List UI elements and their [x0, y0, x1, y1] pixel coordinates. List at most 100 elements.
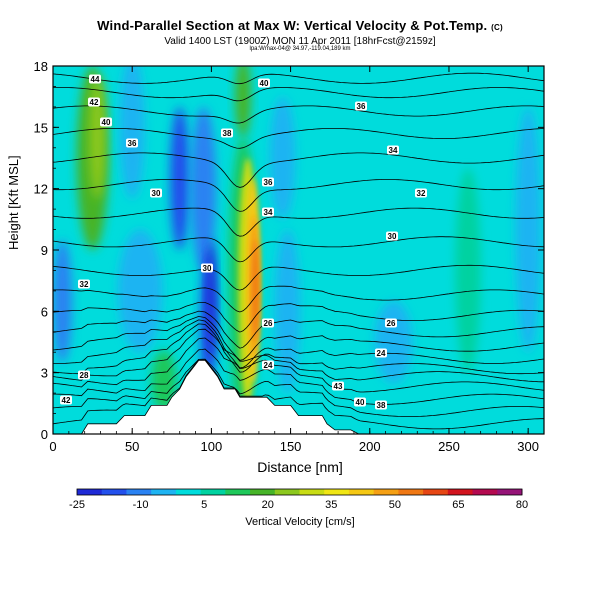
colorbar-swatch — [299, 489, 325, 495]
contour-label: 24 — [377, 349, 386, 358]
y-tick-label: 0 — [41, 427, 48, 442]
contour-label-box — [387, 145, 399, 155]
colorbar-title: Vertical Velocity [cm/s] — [245, 516, 355, 528]
colorbar-tick-label: 80 — [516, 499, 528, 511]
plot-area — [53, 66, 544, 434]
contour-label-box — [415, 188, 427, 198]
colorbar-swatch — [274, 489, 300, 495]
colorbar-swatch — [423, 489, 449, 495]
contour-label: 42 — [90, 98, 99, 107]
contour-label-box — [385, 318, 397, 328]
updraft-left-core — [89, 76, 106, 199]
downdraft-right-flank — [274, 229, 301, 394]
colorbar-swatch — [324, 489, 350, 495]
downdraft-left-edge — [53, 239, 73, 363]
colorbar-swatch — [225, 489, 251, 495]
contour-label: 36 — [357, 102, 366, 111]
copyright-mark: (C) — [491, 23, 503, 32]
contour-label-box — [89, 74, 101, 84]
colorbar-swatch — [77, 489, 103, 495]
contour-label: 38 — [377, 401, 386, 410]
colorbar-swatch — [373, 489, 399, 495]
contour-label-box — [262, 318, 274, 328]
colorbar-tick-label: 5 — [201, 499, 207, 511]
isentrope-contour-12 — [53, 236, 544, 263]
isentrope-contour-9 — [53, 302, 544, 333]
isentrope-contour-16 — [53, 128, 544, 149]
x-tick-label: 200 — [359, 439, 381, 454]
colorbar-swatch — [126, 489, 152, 495]
downdraft-right-edge — [515, 106, 541, 353]
y-tick-label: 9 — [41, 243, 48, 258]
colorbar-swatch — [151, 489, 177, 495]
colorbar-swatch — [175, 489, 202, 495]
contour-label: 30 — [388, 232, 397, 241]
contour-label-box — [355, 101, 367, 111]
x-tick-label: 150 — [280, 439, 302, 454]
contour-label-box — [332, 381, 344, 391]
x-axis-title: Distance [nm] — [257, 459, 343, 475]
contour-label-box — [262, 177, 274, 187]
y-tick-label: 3 — [41, 366, 48, 381]
contour-label-box — [100, 117, 112, 127]
x-tick-label: 0 — [49, 439, 56, 454]
colorbar-swatch — [200, 489, 226, 495]
contour-label-box — [78, 370, 90, 380]
colorbar-tick-label: -25 — [69, 499, 85, 511]
isentrope-contour-6 — [53, 319, 544, 369]
colorbar-swatch — [472, 489, 498, 495]
contour-label-box — [258, 78, 270, 88]
downdraft-upper-right — [269, 96, 296, 220]
updraft-main-peak — [252, 239, 259, 342]
contour-label-box — [386, 231, 398, 241]
contour-label: 26 — [264, 319, 273, 328]
downdraft-upper-halo — [190, 106, 217, 271]
isentrope-contour-7 — [53, 315, 544, 361]
isentrope-contour-14 — [53, 179, 544, 212]
contour-label: 40 — [260, 79, 269, 88]
isentrope-contour-1 — [53, 358, 544, 417]
y-tick-label: 18 — [34, 59, 48, 74]
isentrope-contour-8 — [53, 310, 544, 349]
colorbar-swatch — [497, 489, 523, 495]
contour-label: 24 — [264, 361, 273, 370]
y-tick-label: 12 — [34, 182, 48, 197]
chart-subtitle: Valid 1400 LST (1900Z) MON 11 Apr 2011 [… — [164, 36, 436, 47]
contour-label: 44 — [91, 75, 100, 84]
colorbar-swatch — [250, 489, 276, 495]
updraft-upper-plume — [235, 66, 251, 138]
contour-label-box — [221, 128, 233, 138]
isentrope-contour-15 — [53, 152, 544, 188]
colorbar-tick-label: 20 — [262, 499, 274, 511]
isentrope-contour-17 — [53, 105, 544, 124]
x-tick-label: 300 — [517, 439, 539, 454]
colorbar-swatch — [101, 489, 127, 495]
isentrope-contour-13 — [53, 207, 544, 237]
isentrope-contour-18 — [53, 87, 544, 102]
contour-label: 34 — [389, 146, 398, 155]
contour-label-box — [262, 360, 274, 370]
contour-label: 38 — [223, 129, 232, 138]
downdraft-right-mid — [374, 301, 413, 383]
contour-label: 36 — [264, 178, 273, 187]
contour-label-box — [262, 207, 274, 217]
contour-label: 36 — [128, 139, 137, 148]
colorbar-swatch — [348, 489, 375, 495]
isentrope-contour-4 — [53, 328, 544, 383]
contour-label: 34 — [264, 208, 273, 217]
downdraft-mid-left — [117, 229, 163, 353]
isentrope-contour-19 — [53, 72, 544, 85]
isentrope-contour-0 — [53, 359, 544, 430]
x-tick-label: 50 — [125, 439, 139, 454]
contour-label: 32 — [80, 280, 89, 289]
colorbar-swatch — [447, 489, 474, 495]
terrain-profile — [53, 360, 544, 434]
contour-label-box — [375, 400, 387, 410]
contour-label: 40 — [102, 118, 111, 127]
contour-label-box — [88, 97, 100, 107]
contour-label: 40 — [356, 398, 365, 407]
contour-label-box — [375, 348, 387, 358]
chart-title: Wind-Parallel Section at Max W: Vertical… — [97, 18, 503, 33]
isentrope-contour-5 — [53, 323, 544, 375]
